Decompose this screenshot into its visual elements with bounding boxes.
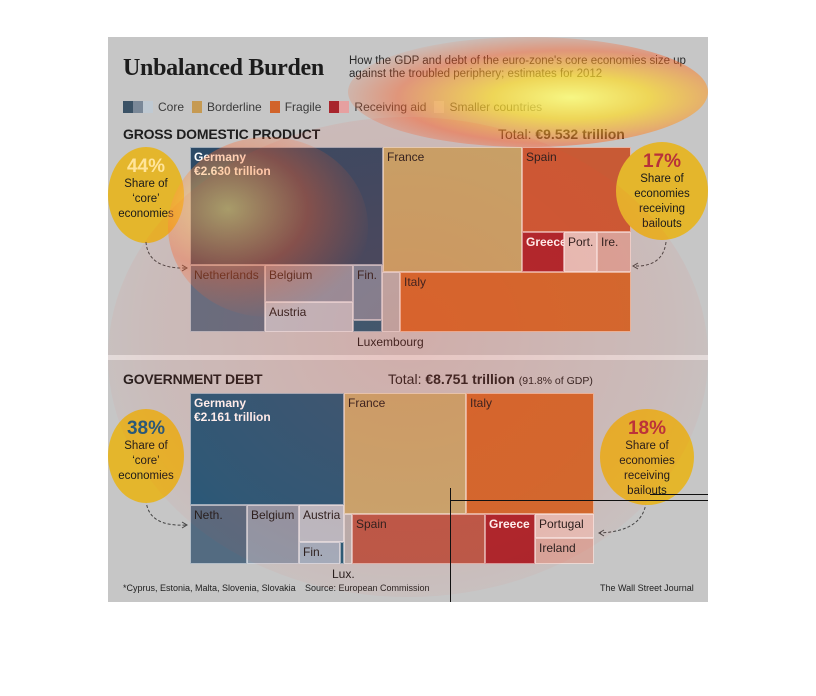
tile-gdp-ireland: Ire. — [597, 232, 631, 272]
debt-total-prefix: Total: — [388, 371, 426, 387]
tile-label: France — [387, 150, 425, 164]
legend-label: Core — [158, 100, 185, 114]
debt-total-pct: (91.8% of GDP) — [518, 375, 593, 387]
badge-pct: 38% — [126, 418, 166, 439]
tile-debt-germany: Germany €2.161 trillion — [190, 393, 344, 505]
legend-label: Fragile — [284, 100, 322, 114]
badge-caption: receiving — [623, 470, 671, 482]
gdp-bailout-share-badge: 17% Share of economies receiving bailout… — [616, 142, 708, 240]
footnote: *Cyprus, Estonia, Malta, Slovenia, Slova… — [123, 583, 296, 593]
tile-gdp-luxembourg — [353, 320, 382, 332]
badge-caption: Share of — [640, 173, 684, 185]
debt-total: Total: €8.751 trillion (91.8% of GDP) — [388, 371, 593, 387]
debt-core-share-badge: 38% Share of ‘core’ economies — [108, 409, 184, 503]
tile-gdp-greece: Greece — [522, 232, 567, 272]
debt-lux-label: Lux. — [332, 567, 355, 581]
tile-label: Ire. — [601, 235, 619, 249]
tile-debt-italy: Italy — [466, 393, 594, 514]
tile-value: €2.161 trillion — [194, 410, 271, 424]
tile-label: Neth. — [194, 508, 223, 522]
tile-debt-greece: Greece — [485, 514, 535, 564]
tile-gdp-spain: Spain — [522, 147, 631, 232]
badge-caption: economies — [634, 188, 690, 200]
tile-label: Ireland — [539, 541, 576, 555]
legend-item-borderline: Borderline — [192, 100, 262, 114]
legend-item-core: Core — [123, 100, 184, 114]
badge-caption: Share of — [124, 440, 168, 452]
badge-caption: economies — [118, 470, 174, 482]
tile-gdp-portugal: Port. — [564, 232, 597, 272]
tile-gdp-france: France — [383, 147, 522, 272]
tile-debt-belgium: Belgium — [247, 505, 299, 564]
tile-label: Germany — [194, 396, 247, 410]
tile-label: Greece — [526, 235, 567, 249]
tile-label: Fin. — [303, 545, 324, 559]
legend-label: Borderline — [207, 100, 262, 114]
page-title: Unbalanced Burden — [123, 55, 324, 81]
tile-label: Spain — [356, 517, 387, 531]
tile-label: Austria — [303, 508, 341, 522]
annotation-horizontal-line — [650, 494, 708, 495]
annotation-horizontal-line — [450, 500, 708, 501]
tile-label: Portugal — [539, 517, 584, 531]
tile-debt-luxembourg — [340, 542, 344, 564]
infographic: Unbalanced Burden How the GDP and debt o… — [108, 37, 708, 602]
tile-debt-austria: Austria — [299, 505, 344, 542]
legend-item-fragile: Fragile — [269, 100, 322, 114]
debt-total-value: €8.751 trillion — [425, 371, 515, 387]
badge-caption: receiving — [638, 203, 686, 215]
annotation-vertical-line — [450, 488, 451, 602]
tile-debt-finland: Fin. — [299, 542, 340, 564]
badge-caption: economies — [619, 455, 675, 467]
badge-caption: ‘core’ — [132, 193, 160, 205]
tile-debt-portugal: Portugal — [535, 514, 594, 538]
debt-section-title: GOVERNMENT DEBT — [123, 371, 263, 387]
badge-pct: 44% — [126, 156, 166, 177]
badge-caption: bailouts — [627, 485, 667, 497]
source-note: Source: European Commission — [305, 583, 430, 593]
tile-debt-spain: Spain — [352, 514, 485, 564]
tile-label: Port. — [568, 235, 594, 249]
section-divider — [108, 355, 708, 360]
tile-label: Italy — [470, 396, 493, 410]
tile-label: Belgium — [251, 508, 295, 522]
gdp-luxembourg-label: Luxembourg — [357, 335, 424, 349]
badge-caption: ‘core’ — [132, 455, 160, 467]
tile-debt-smaller-countries — [344, 514, 352, 564]
tile-debt-netherlands: Neth. — [190, 505, 247, 564]
tile-label: Greece — [489, 517, 530, 531]
tile-debt-ireland: Ireland — [535, 538, 594, 564]
tile-label: France — [348, 396, 386, 410]
tile-label: Spain — [526, 150, 557, 164]
badge-caption: economies — [118, 208, 174, 220]
badge-caption: Share of — [625, 440, 669, 452]
debt-bailout-share-badge: 18% Share of economies receiving bailout… — [600, 409, 694, 505]
credit-note: The Wall Street Journal — [600, 583, 694, 593]
badge-caption: bailouts — [642, 218, 682, 230]
tile-debt-france: France — [344, 393, 466, 514]
tile-gdp-smaller-countries — [382, 272, 400, 332]
badge-pct: 17% — [642, 151, 682, 172]
badge-pct: 18% — [627, 418, 667, 439]
tile-label: Italy — [404, 275, 427, 289]
badge-caption: Share of — [124, 178, 168, 190]
tile-gdp-italy: Italy — [400, 272, 631, 332]
